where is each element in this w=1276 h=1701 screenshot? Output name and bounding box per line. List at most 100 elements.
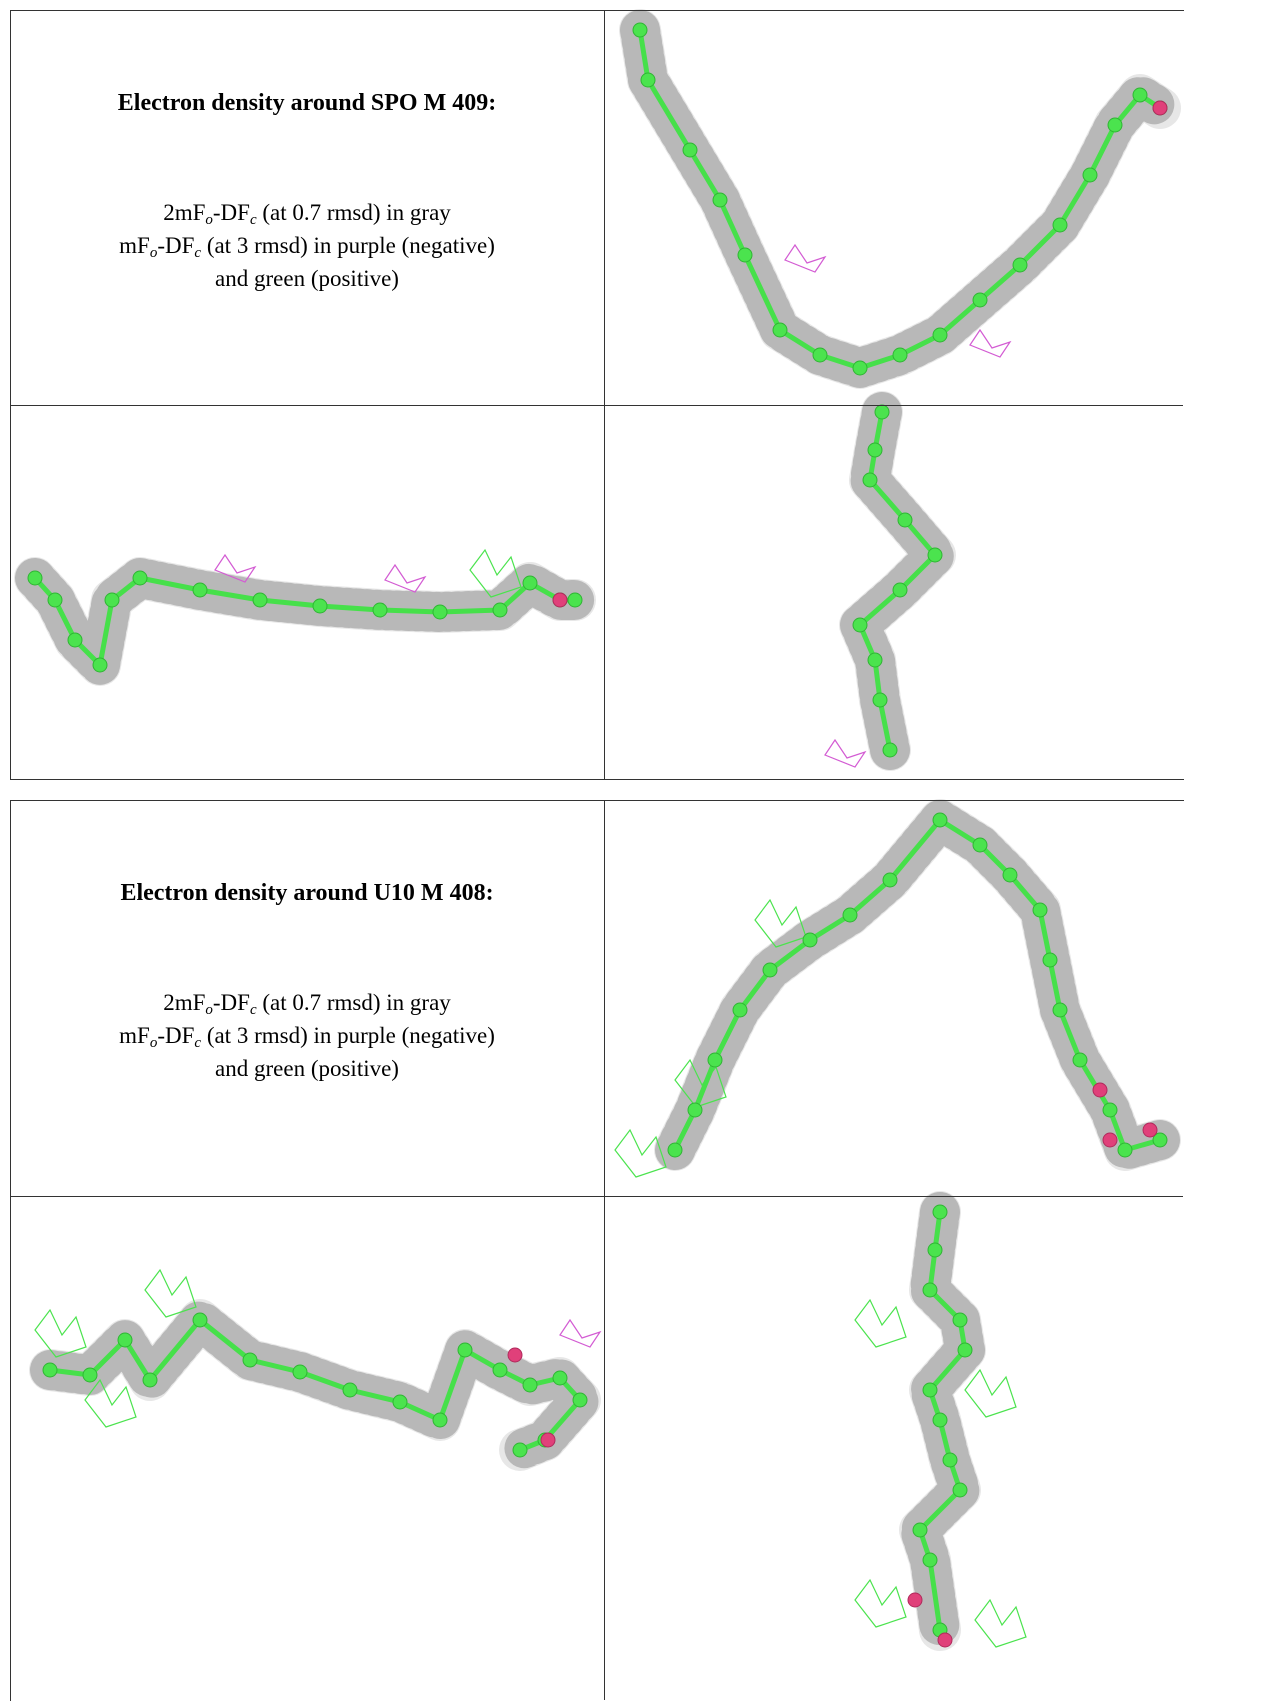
negative-density <box>214 553 257 583</box>
text: 2mF <box>163 990 206 1015</box>
positive-density <box>469 548 522 598</box>
atom <box>432 1412 448 1428</box>
atom <box>522 575 538 591</box>
row-divider <box>10 1196 1183 1197</box>
text: mF <box>119 1023 150 1048</box>
atom <box>27 570 43 586</box>
atom <box>867 442 883 458</box>
atom <box>1082 167 1098 183</box>
atom <box>492 602 508 618</box>
atom <box>1052 1002 1068 1018</box>
atom <box>922 1382 938 1398</box>
negative-density <box>969 328 1012 358</box>
atom <box>132 570 148 586</box>
text: o <box>205 1002 213 1018</box>
atom <box>707 1052 723 1068</box>
oxygen-atom <box>1092 1082 1108 1098</box>
atom <box>972 292 988 308</box>
row-divider <box>10 405 1183 406</box>
atom <box>372 602 388 618</box>
heading: Electron density around U10 M 408: <box>120 880 494 906</box>
atom <box>142 1372 158 1388</box>
atom <box>952 1482 968 1498</box>
atom <box>47 592 63 608</box>
legend-line: 2mFo-DFc (at 0.7 rmsd) in gray <box>10 986 604 1019</box>
bond <box>672 817 1161 1153</box>
atom <box>842 907 858 923</box>
atom <box>922 1282 938 1298</box>
atom <box>1102 1102 1118 1118</box>
oxygen-atom <box>907 1592 923 1608</box>
atom <box>932 327 948 343</box>
text: o <box>205 212 213 228</box>
atom <box>872 692 888 708</box>
oxygen-atom <box>540 1432 556 1448</box>
atom <box>772 322 788 338</box>
atom <box>117 1332 133 1348</box>
atom <box>882 872 898 888</box>
atom <box>1072 1052 1088 1068</box>
atom <box>342 1382 358 1398</box>
atom <box>927 547 943 563</box>
text: and green (positive) <box>215 1056 399 1081</box>
legend-line: and green (positive) <box>10 1052 604 1085</box>
atom <box>732 1002 748 1018</box>
atom <box>432 604 448 620</box>
atom <box>942 1452 958 1468</box>
positive-density <box>754 898 807 948</box>
oxygen-atom <box>1152 100 1168 116</box>
oxygen-atom <box>507 1347 523 1363</box>
negative-density <box>784 243 827 273</box>
negative-density <box>559 1318 602 1348</box>
atom <box>104 592 120 608</box>
atom <box>892 347 908 363</box>
text: (at 3 rmsd) in purple (negative) <box>201 233 495 258</box>
atom <box>932 1412 948 1428</box>
atom <box>892 582 908 598</box>
legend-line: mFo-DFc (at 3 rmsd) in purple (negative) <box>10 1019 604 1052</box>
atom <box>457 1342 473 1358</box>
atom <box>737 247 753 263</box>
atom <box>882 742 898 758</box>
legend-line: 2mFo-DFc (at 0.7 rmsd) in gray <box>10 196 604 229</box>
atom <box>92 657 108 673</box>
atom <box>912 1522 928 1538</box>
atom <box>1012 257 1028 273</box>
atom <box>1032 902 1048 918</box>
heading: Electron density around SPO M 409: <box>117 90 497 116</box>
atom <box>512 1442 528 1458</box>
text: -DF <box>157 1023 195 1048</box>
atom <box>932 812 948 828</box>
atom <box>922 1552 938 1568</box>
atom <box>762 962 778 978</box>
table-1 <box>10 10 1184 780</box>
atom <box>682 142 698 158</box>
negative-density <box>384 563 427 593</box>
text: -DF <box>212 990 250 1015</box>
atom <box>567 592 583 608</box>
atom <box>552 1370 568 1386</box>
atom <box>252 592 268 608</box>
atom <box>522 1377 538 1393</box>
atom <box>1132 87 1148 103</box>
atom <box>640 72 656 88</box>
atom <box>1107 117 1123 133</box>
atom <box>492 1362 508 1378</box>
text: c <box>249 212 257 228</box>
table-2 <box>10 800 1184 1701</box>
positive-density <box>84 1378 137 1428</box>
text: (at 0.7 rmsd) in gray <box>256 990 451 1015</box>
atom <box>852 617 868 633</box>
positive-density <box>974 1598 1027 1648</box>
atom <box>1052 217 1068 233</box>
text: c <box>194 245 202 261</box>
legend-line: mFo-DFc (at 3 rmsd) in purple (negative) <box>10 229 604 262</box>
atom <box>802 932 818 948</box>
oxygen-atom <box>937 1632 953 1648</box>
text: 2mF <box>163 200 206 225</box>
legend: 2mFo-DFc (at 0.7 rmsd) in gray mFo-DFc (a… <box>10 196 604 295</box>
bond <box>857 411 938 751</box>
atom <box>927 1242 943 1258</box>
